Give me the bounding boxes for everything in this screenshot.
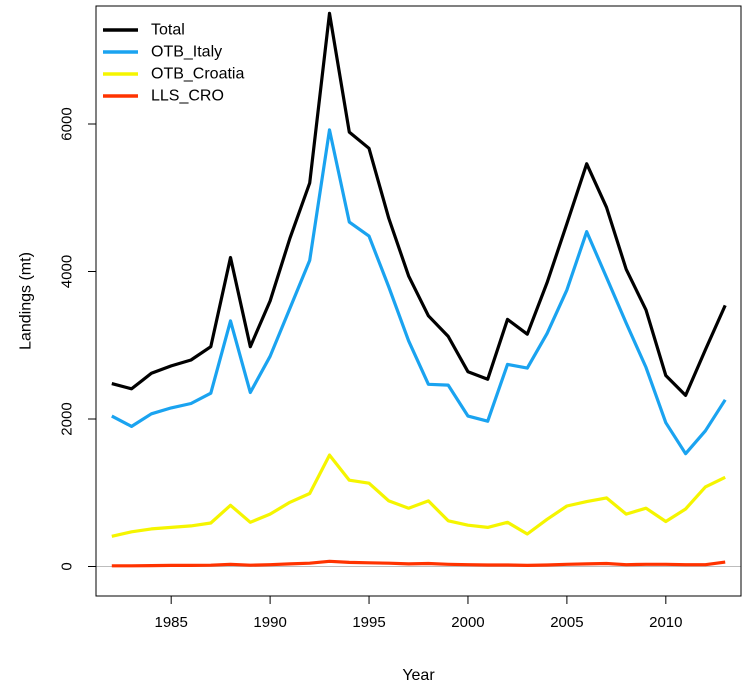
x-tick-label: 2005 bbox=[550, 614, 583, 631]
legend-label: OTB_Italy bbox=[151, 44, 222, 61]
series-line-total bbox=[111, 11, 727, 397]
series-line-otb-italy bbox=[111, 128, 727, 456]
legend: Total OTB_Italy OTB_Croatia LLS_CRO bbox=[103, 22, 244, 105]
x-axis: 1985 1990 1995 2000 2005 2010 bbox=[154, 596, 683, 631]
legend-label: Total bbox=[151, 22, 185, 39]
legend-label: OTB_Croatia bbox=[151, 66, 244, 83]
x-axis-title: Year bbox=[402, 667, 435, 684]
x-tick-label: 1985 bbox=[154, 614, 187, 631]
y-tick-label: 4000 bbox=[59, 255, 76, 288]
series-line-otb-croatia bbox=[111, 453, 726, 538]
legend-label: LLS_CRO bbox=[151, 88, 224, 105]
x-tick-label: 1990 bbox=[253, 614, 286, 631]
plot-frame bbox=[95, 5, 742, 597]
y-tick-label: 6000 bbox=[59, 107, 76, 140]
y-tick-label: 0 bbox=[59, 562, 76, 570]
y-tick-label: 2000 bbox=[59, 402, 76, 435]
x-tick-label: 2010 bbox=[649, 614, 682, 631]
x-tick-label: 1995 bbox=[352, 614, 385, 631]
plot-content bbox=[96, 11, 741, 568]
series-line-lls-cro bbox=[111, 559, 726, 568]
x-tick-label: 2000 bbox=[451, 614, 484, 631]
y-axis-title: Landings (mt) bbox=[18, 252, 35, 350]
y-axis: 0 2000 4000 6000 bbox=[59, 107, 96, 571]
